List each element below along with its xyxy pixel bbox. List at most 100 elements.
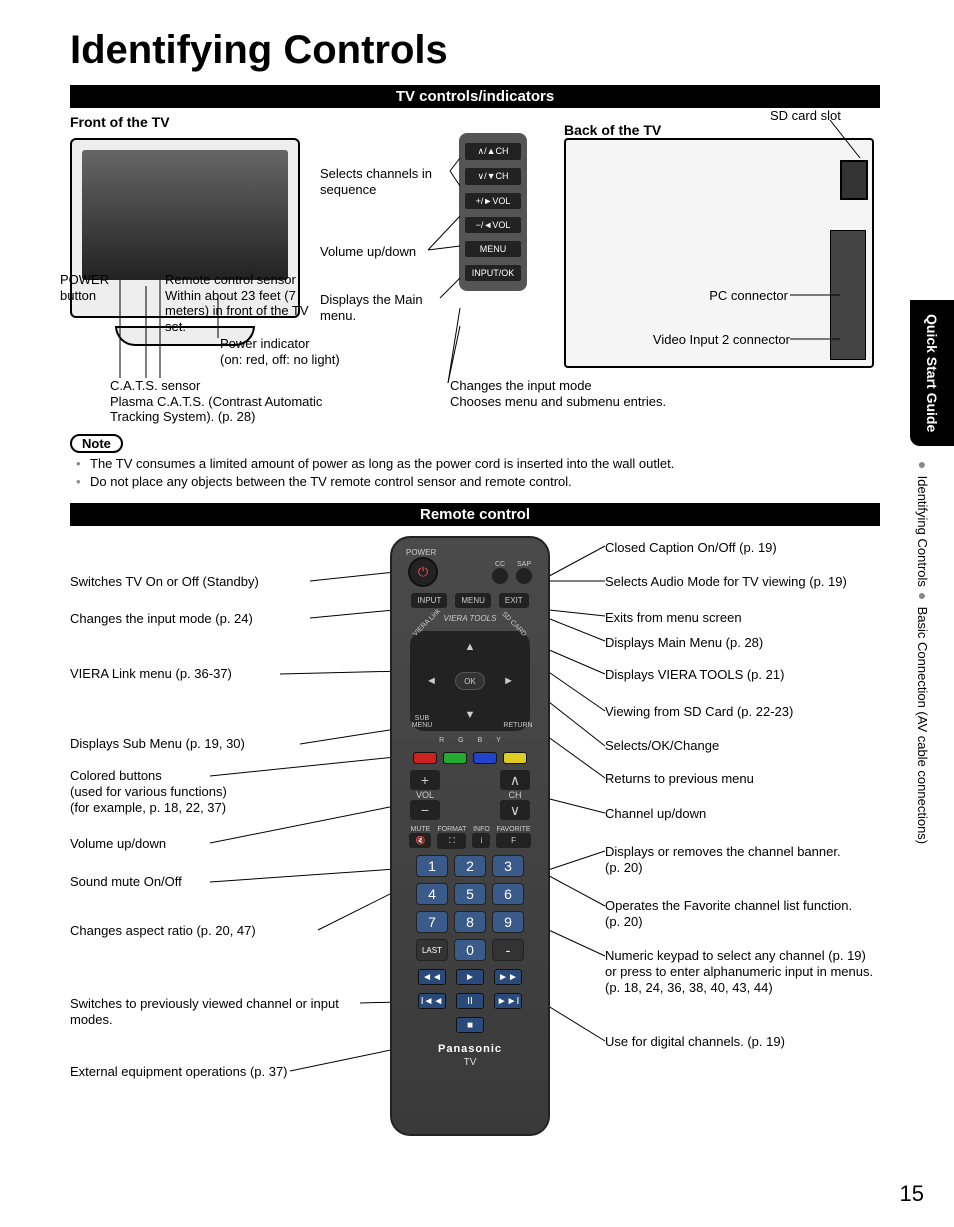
vol-up-button: + — [410, 770, 440, 790]
color-btn-green — [443, 752, 467, 764]
media-prev-icon: I◄◄ — [418, 993, 446, 1009]
tv-controls-figure: Front of the TV Back of the TV SD card s… — [70, 108, 880, 428]
page-title: Identifying Controls — [0, 0, 954, 85]
remote-r5: Viewing from SD Card (p. 22-23) — [605, 704, 793, 720]
viera-link-corner: VIERA Link — [412, 608, 442, 638]
media-pause-icon: II — [456, 993, 484, 1009]
menu-button: MENU — [455, 593, 491, 608]
vol-down-button: − — [410, 800, 440, 820]
nav-up-icon: ▲ — [465, 641, 476, 653]
side-tab: Quick Start Guide ● Identifying Controls… — [910, 300, 954, 860]
callout-remote-sensor: Remote control sensor Within about 23 fe… — [165, 272, 315, 334]
num-7: 7 — [416, 911, 448, 933]
note-bullets: The TV consumes a limited amount of powe… — [76, 455, 954, 491]
cc-label: CC — [492, 561, 508, 568]
side-topic-1: Basic Connection (AV cable connections) — [915, 607, 930, 845]
sub-menu-corner: SUB MENU — [406, 715, 438, 729]
remote-r10: Operates the Favorite channel list funct… — [605, 898, 865, 929]
remote-r7: Returns to previous menu — [605, 771, 754, 787]
side-topic-0: Identifying Controls — [915, 476, 930, 587]
remote-body: POWER ⏻ CC SAP INPUT MENU EXIT VIERA TOO… — [390, 536, 550, 1136]
callout-cats-sensor: C.A.T.S. sensor Plasma C.A.T.S. (Contras… — [110, 378, 370, 425]
info-label: INFO — [472, 826, 490, 833]
front-of-tv-heading: Front of the TV — [70, 114, 170, 130]
ch-up-button: ∧ — [500, 770, 530, 790]
tv-btn-menu: MENU — [465, 241, 521, 257]
tv-button-panel: ∧/▲CH ∨/▼CH +/►VOL −/◄VOL MENU INPUT/OK — [459, 133, 527, 291]
remote-r4: Displays VIERA TOOLS (p. 21) — [605, 667, 784, 683]
num-4: 4 — [416, 883, 448, 905]
y-label: Y — [496, 737, 501, 744]
media-play-icon: ► — [456, 969, 484, 985]
section-header-remote: Remote control — [70, 503, 880, 526]
mute-label: MUTE — [409, 826, 431, 833]
cc-button — [492, 568, 508, 584]
remote-r6: Selects/OK/Change — [605, 738, 719, 754]
nav-left-icon: ◄ — [426, 675, 437, 687]
g-label: G — [458, 737, 463, 744]
remote-r0: Closed Caption On/Off (p. 19) — [605, 540, 777, 556]
r-label: R — [439, 737, 444, 744]
remote-r2: Exits from menu screen — [605, 610, 742, 626]
remote-l0: Switches TV On or Off (Standby) — [70, 574, 259, 590]
nav-down-icon: ▼ — [465, 709, 476, 721]
back-of-tv-heading: Back of the TV — [564, 122, 661, 138]
num-6: 6 — [492, 883, 524, 905]
nav-right-icon: ► — [503, 675, 514, 687]
num-1: 1 — [416, 855, 448, 877]
page-number: 15 — [900, 1181, 924, 1207]
remote-brand: Panasonic — [438, 1043, 502, 1055]
last-button: LAST — [416, 939, 448, 961]
dash-button: - — [492, 939, 524, 961]
sd-card-corner: SD CARD — [501, 611, 528, 638]
tv-btn-ch-down: ∨/▼CH — [465, 168, 521, 185]
num-0: 0 — [454, 939, 486, 961]
remote-l8: Switches to previously viewed channel or… — [70, 996, 360, 1027]
sd-card-slot-label: SD card slot — [770, 108, 841, 124]
callout-power-indicator: Power indicator (on: red, off: no light) — [220, 336, 380, 367]
media-next-icon: ►►I — [494, 993, 522, 1009]
side-tab-guide: Quick Start Guide — [910, 300, 954, 446]
remote-l6: Sound mute On/Off — [70, 874, 182, 890]
remote-power-label: POWER — [406, 548, 436, 557]
color-btn-yellow — [503, 752, 527, 764]
callout-pc-connector: PC connector — [698, 288, 788, 304]
favorite-label: FAVORITE — [496, 826, 530, 833]
b-label: B — [478, 737, 483, 744]
remote-brand-sub: TV — [464, 1057, 477, 1068]
section-header-tv: TV controls/indicators — [70, 85, 880, 108]
remote-control-figure: POWER ⏻ CC SAP INPUT MENU EXIT VIERA TOO… — [70, 526, 880, 1146]
callout-selects-channels: Selects channels in sequence — [320, 166, 450, 197]
tv-btn-ch-up: ∧/▲CH — [465, 143, 521, 160]
color-btn-red — [413, 752, 437, 764]
vol-label: VOL — [416, 790, 434, 800]
tv-btn-input-ok: INPUT/OK — [465, 265, 521, 281]
numpad: 1 2 3 4 5 6 7 8 9 LAST 0 - — [416, 855, 524, 961]
viera-tools-label: VIERA TOOLS — [444, 614, 497, 623]
callout-input-mode: Changes the input mode Chooses menu and … — [450, 378, 730, 409]
sap-label: SAP — [516, 561, 532, 568]
remote-r12: Use for digital channels. (p. 19) — [605, 1034, 785, 1050]
remote-l7: Changes aspect ratio (p. 20, 47) — [70, 923, 256, 939]
remote-r11: Numeric keypad to select any channel (p.… — [605, 948, 880, 995]
remote-r1: Selects Audio Mode for TV viewing (p. 19… — [605, 574, 847, 590]
note-item: The TV consumes a limited amount of powe… — [76, 455, 954, 473]
remote-r3: Displays Main Menu (p. 28) — [605, 635, 763, 651]
ok-button: OK — [455, 672, 485, 690]
tv-front-screen — [82, 150, 288, 280]
input-button: INPUT — [411, 593, 447, 608]
ch-down-button: ∨ — [500, 800, 530, 820]
sap-button — [516, 568, 532, 584]
media-stop-icon: ■ — [456, 1017, 484, 1033]
remote-l5: Volume up/down — [70, 836, 166, 852]
remote-r8: Channel up/down — [605, 806, 706, 822]
note-badge: Note — [70, 434, 123, 453]
callout-main-menu: Displays the Main menu. — [320, 292, 440, 323]
connector-panel-graphic — [830, 230, 866, 360]
return-corner: RETURN — [502, 722, 534, 729]
ch-label: CH — [509, 790, 522, 800]
remote-l3: Displays Sub Menu (p. 19, 30) — [70, 736, 245, 752]
remote-power-button: ⏻ — [408, 557, 438, 587]
tv-btn-vol-down: −/◄VOL — [465, 217, 521, 233]
sd-slot-graphic — [840, 160, 868, 200]
